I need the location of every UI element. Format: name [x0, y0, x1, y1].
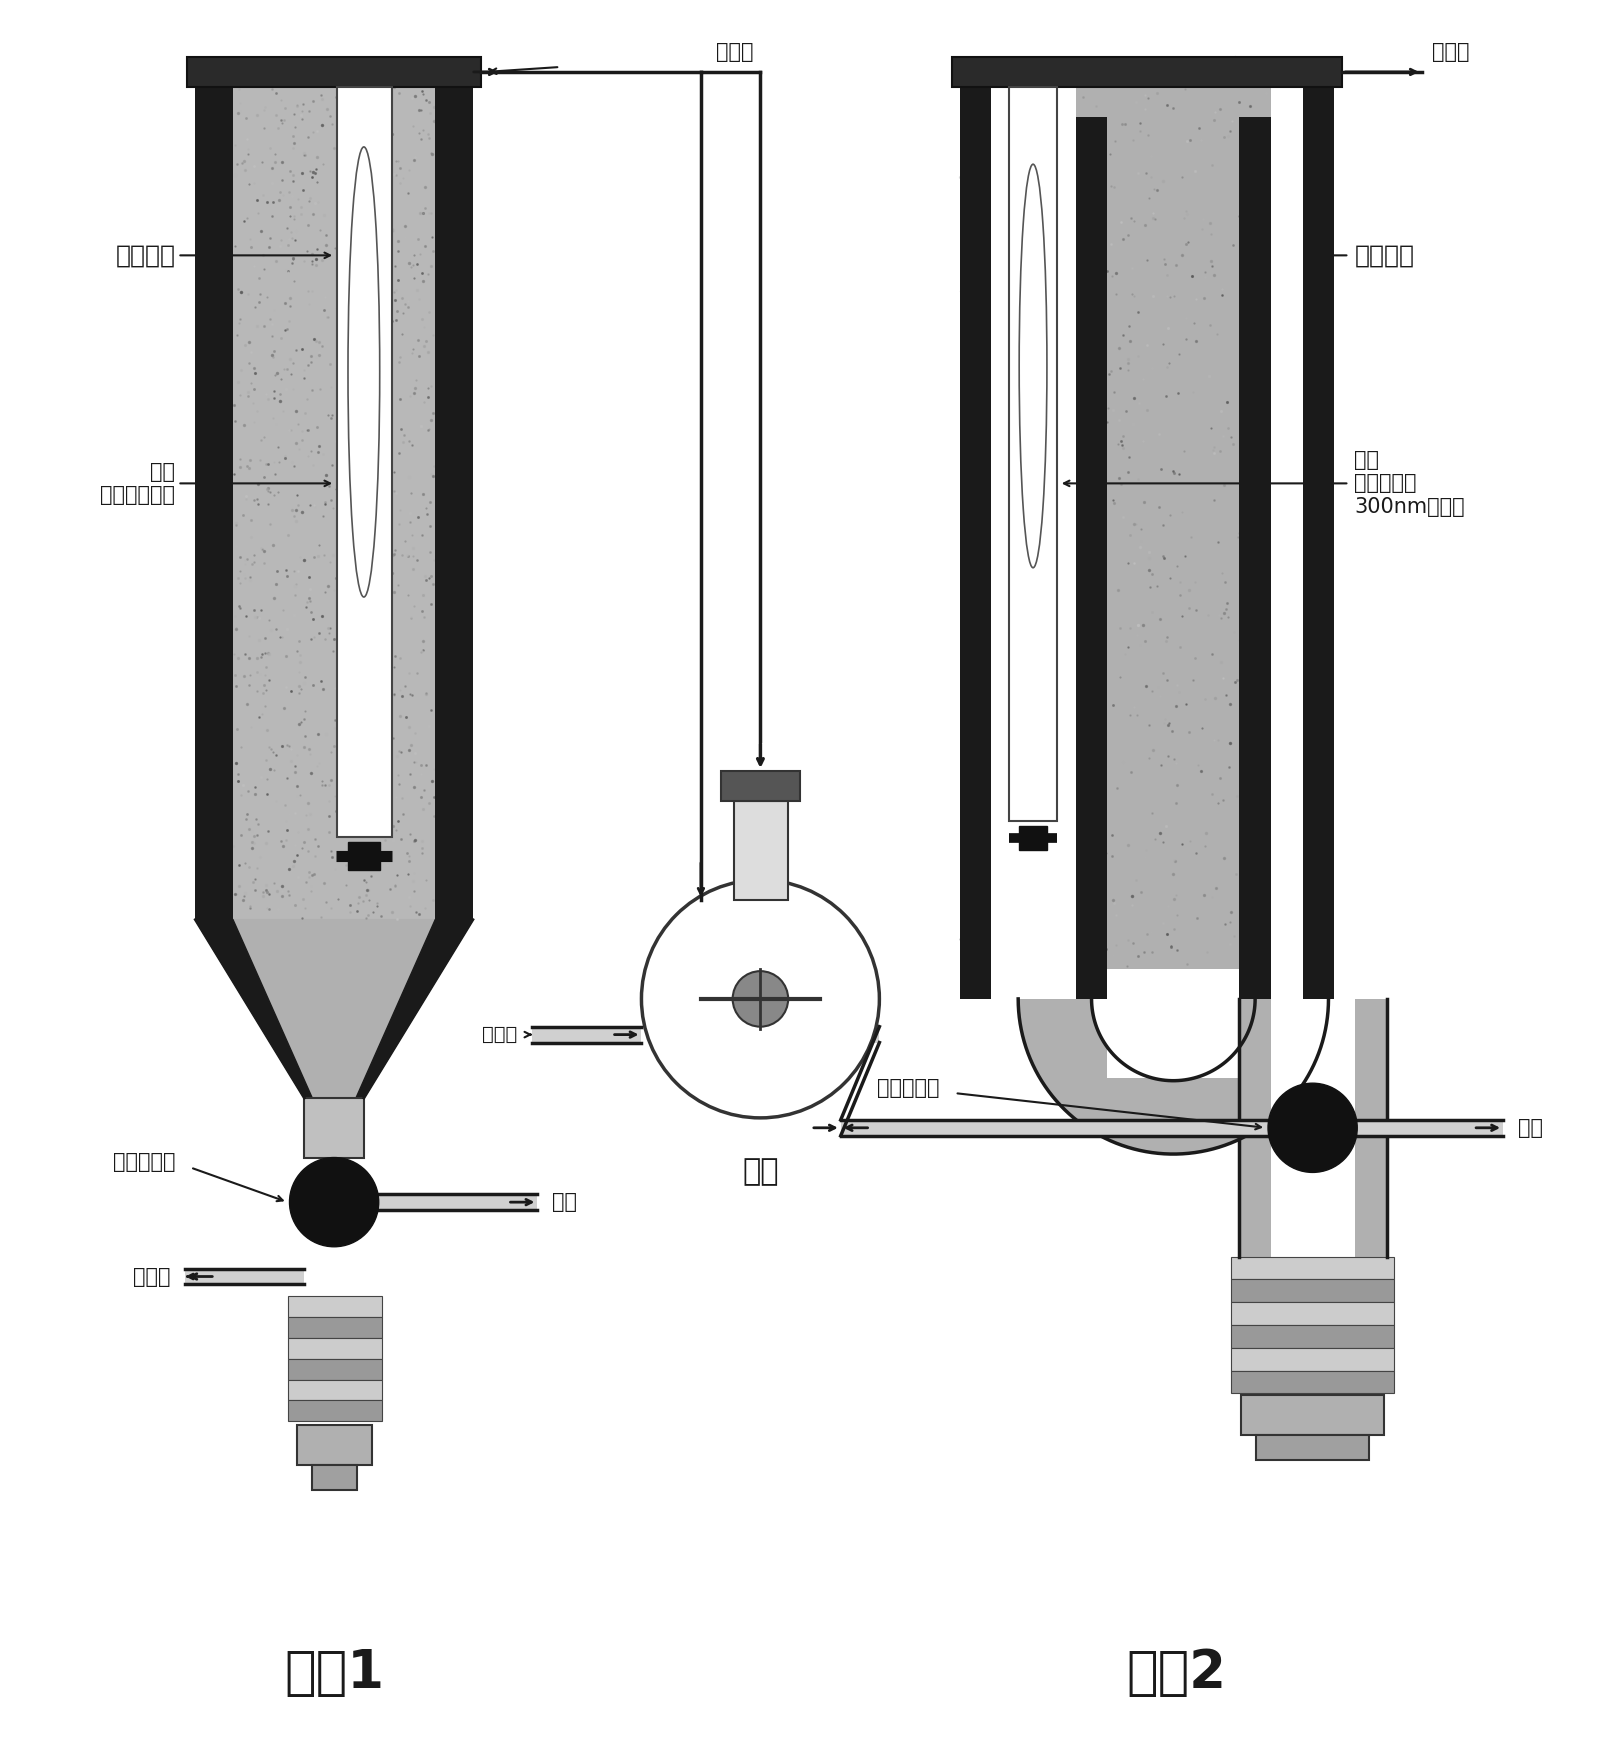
Circle shape — [1268, 1083, 1357, 1172]
Bar — [1019, 826, 1046, 851]
Text: 反应液: 反应液 — [482, 1025, 517, 1045]
Bar — [1009, 87, 1058, 821]
Bar — [288, 1296, 382, 1317]
Ellipse shape — [1019, 164, 1046, 568]
Bar — [841, 1120, 1268, 1136]
Polygon shape — [356, 919, 472, 1099]
Bar — [1231, 1256, 1394, 1279]
Text: 反应液: 反应液 — [855, 1118, 891, 1137]
Bar — [288, 1338, 382, 1359]
Bar — [378, 1195, 537, 1211]
Bar — [841, 1027, 880, 1043]
Text: 系统2: 系统2 — [1127, 1647, 1227, 1700]
Bar — [1108, 999, 1239, 1078]
Bar — [288, 1317, 382, 1338]
Bar — [960, 58, 991, 999]
Circle shape — [733, 971, 787, 1027]
Bar — [1075, 117, 1108, 999]
Bar — [532, 1027, 642, 1043]
Bar — [1242, 1396, 1384, 1434]
Circle shape — [642, 880, 880, 1118]
Bar — [1271, 999, 1355, 1256]
Bar — [1231, 1349, 1394, 1371]
Bar — [288, 1401, 382, 1422]
Text: 气液混合阀: 气液混合阀 — [113, 1153, 176, 1172]
Circle shape — [289, 1158, 378, 1247]
Text: 高压汞灯: 高压汞灯 — [115, 243, 176, 267]
Bar — [991, 58, 1075, 999]
Bar — [435, 58, 472, 919]
Polygon shape — [196, 919, 312, 1099]
Bar — [188, 58, 480, 87]
Bar — [1231, 1324, 1394, 1349]
Bar — [1239, 117, 1271, 999]
Bar — [1256, 1434, 1370, 1460]
Bar — [348, 842, 380, 870]
Text: 储罐: 储罐 — [742, 1158, 779, 1186]
Text: 氮气: 氮气 — [1518, 1118, 1543, 1137]
Bar — [288, 1380, 382, 1401]
Text: 反应液: 反应液 — [1431, 42, 1470, 63]
Bar — [721, 770, 800, 800]
Bar — [734, 800, 787, 900]
Text: 反应液: 反应液 — [716, 42, 754, 63]
Bar — [1231, 1302, 1394, 1324]
Bar — [1231, 1279, 1394, 1302]
Ellipse shape — [348, 147, 380, 597]
Bar — [1108, 970, 1239, 1069]
Bar — [288, 1359, 382, 1380]
Bar — [1231, 1371, 1394, 1394]
Bar — [952, 58, 1342, 87]
Text: 系统1: 系统1 — [285, 1647, 385, 1700]
Bar — [312, 1466, 357, 1490]
Text: 高压汞灯: 高压汞灯 — [1355, 243, 1415, 267]
Text: 滤层
（石英玻璃）: 滤层 （石英玻璃） — [100, 461, 176, 505]
Bar — [186, 1268, 304, 1284]
Bar — [336, 87, 391, 837]
Polygon shape — [196, 919, 472, 1099]
Bar — [1239, 999, 1387, 1256]
Text: 气液混合阀: 气液混合阀 — [878, 1078, 939, 1099]
Bar — [233, 58, 435, 919]
Bar — [1357, 1120, 1502, 1136]
Bar — [960, 58, 1334, 999]
Text: 滤层
（滤除短于
300nm的光）: 滤层 （滤除短于 300nm的光） — [1355, 451, 1465, 517]
Bar — [304, 1099, 364, 1158]
Text: 反应液: 反应液 — [133, 1267, 170, 1286]
Text: 氮气: 氮气 — [553, 1191, 577, 1212]
Bar — [1303, 58, 1334, 999]
Polygon shape — [1019, 999, 1329, 1155]
Bar — [1271, 58, 1355, 999]
Bar — [196, 58, 233, 919]
Bar — [298, 1426, 372, 1466]
